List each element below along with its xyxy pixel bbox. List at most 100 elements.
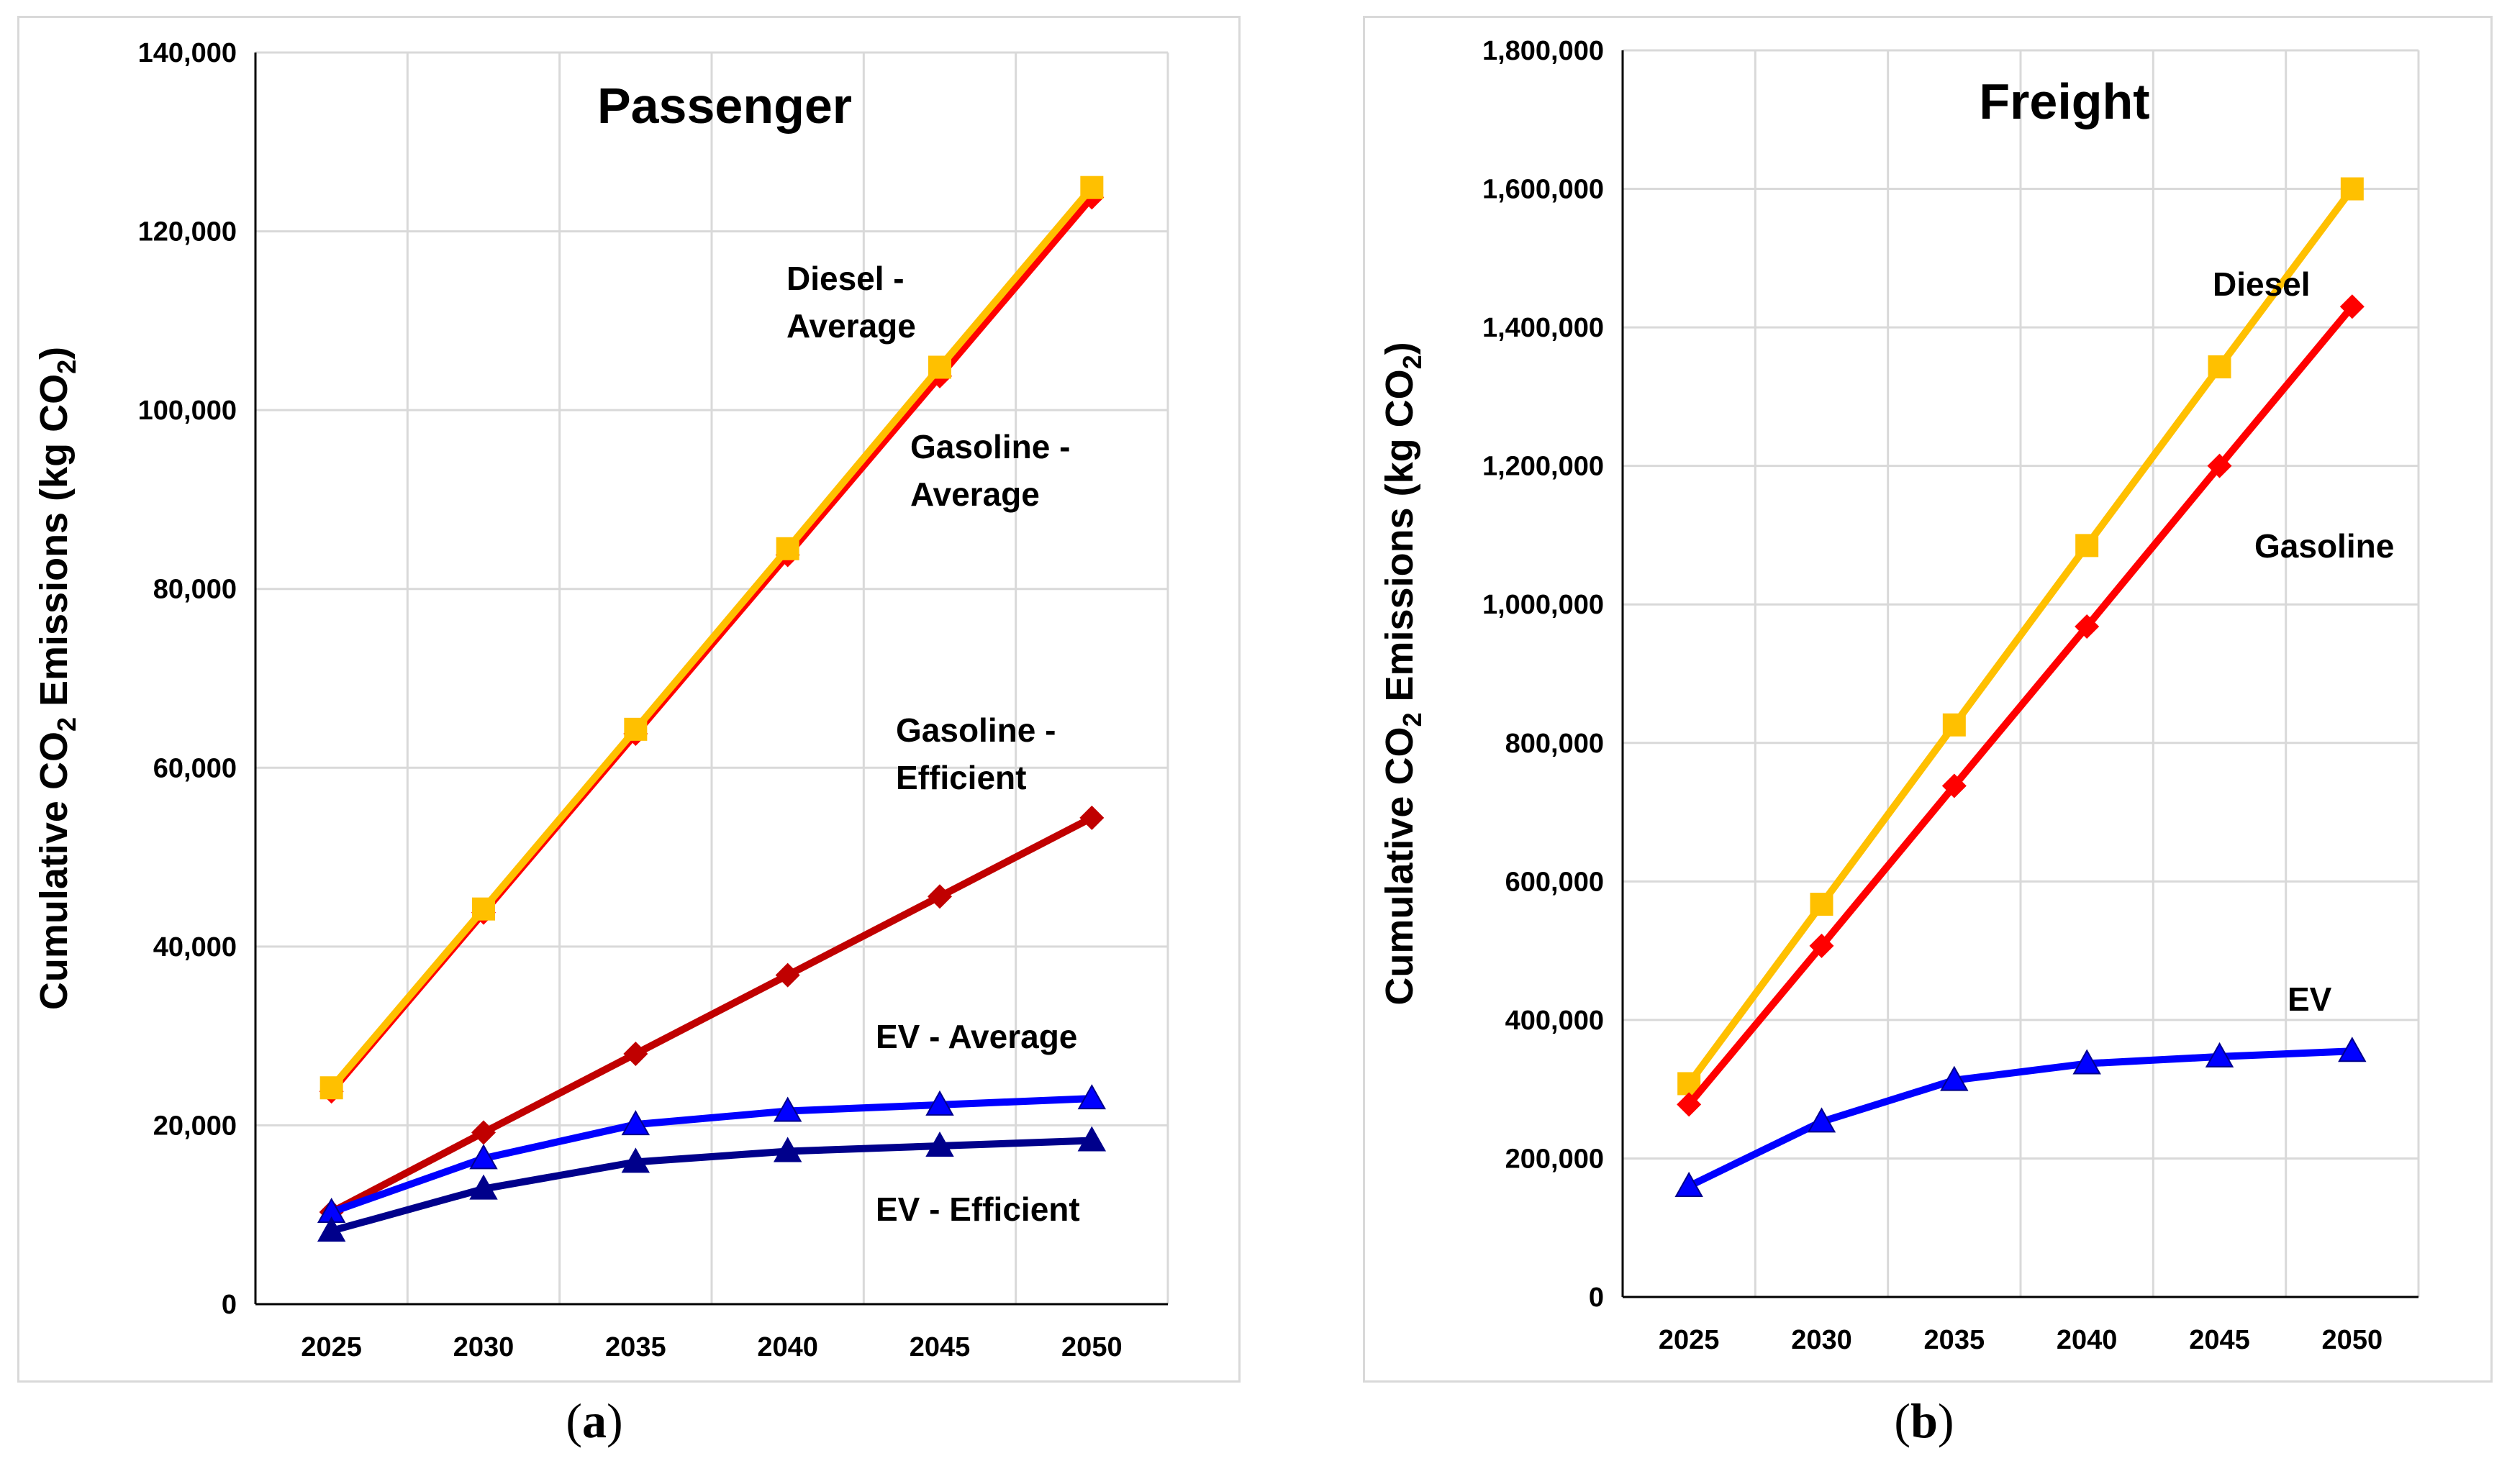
freight-y-tick-label: 400,000	[1505, 1006, 1604, 1036]
freight-chart-title: Freight	[1979, 73, 2149, 129]
freight-ev-point	[1674, 1171, 1703, 1197]
freight-ev-annotation: EV	[2288, 980, 2332, 1018]
passenger-y-tick-label: 140,000	[138, 38, 237, 68]
passenger-ev-average-point	[773, 1096, 802, 1122]
freight-x-tick-label: 2040	[2057, 1325, 2118, 1355]
passenger-y-tick-label: 20,000	[153, 1111, 237, 1141]
passenger-diesel-average-annotation: Average	[786, 307, 916, 345]
passenger-chart: 0 20,000 40,000 60,000 80,000 100,000 120,000 1…	[32, 38, 1169, 1362]
passenger-ev-efficient-point	[925, 1131, 954, 1157]
passenger-ev-efficient-point	[317, 1216, 346, 1242]
passenger-ev-efficient-point	[773, 1137, 802, 1162]
freight-y-tick-label: 1,200,000	[1482, 452, 1604, 482]
passenger-gasoline-efficient-point	[1079, 805, 1105, 830]
passenger-ev-average-annotation: EV - Average	[876, 1018, 1077, 1055]
passenger-ev-average-point	[469, 1144, 498, 1170]
passenger-diesel-average-point	[624, 717, 648, 741]
passenger-ev-average-point	[1077, 1084, 1107, 1110]
passenger-x-tick-label: 2040	[757, 1332, 818, 1362]
freight-y-tick-label: 200,000	[1505, 1144, 1604, 1174]
passenger-ev-efficient-point	[469, 1174, 498, 1200]
passenger-gasoline-efficient-point	[471, 1120, 496, 1145]
freight-gasoline-markers	[1677, 294, 2365, 1117]
freight-gasoline-point	[1677, 1092, 1702, 1117]
caption-a-letter: a	[582, 1393, 607, 1448]
freight-gasoline-point	[2075, 614, 2100, 639]
passenger-ev-average-point	[621, 1110, 650, 1136]
freight-y-axis-label: Cumulative CO2 Emissions (kg CO2)	[1378, 342, 1427, 1005]
passenger-ev-efficient-markers	[317, 1126, 1107, 1242]
passenger-x-tick-label: 2025	[301, 1332, 362, 1362]
freight-chart-panel: 0 200,000 400,000 600,000 800,000 1,000,000 1,…	[1363, 16, 2493, 1383]
freight-x-tick-label: 2030	[1791, 1325, 1852, 1355]
passenger-ev-efficient-point	[1077, 1126, 1107, 1152]
passenger-diesel-average-point	[776, 537, 799, 560]
passenger-chart-panel: 0 20,000 40,000 60,000 80,000 100,000 120,000 1…	[17, 16, 1241, 1383]
freight-diesel-annotation: Diesel	[2213, 265, 2311, 303]
passenger-gasoline-efficient-annotation: Gasoline -	[896, 711, 1056, 749]
freight-diesel-line	[1685, 185, 2356, 1088]
passenger-diesel-average-line	[327, 183, 1096, 1092]
passenger-gasoline-efficient-point	[623, 1042, 648, 1066]
freight-diesel-point	[1942, 713, 1966, 737]
passenger-diesel-average-point	[1080, 176, 1104, 199]
passenger-ev-average-point	[925, 1090, 954, 1116]
freight-y-tick-label: 1,600,000	[1482, 175, 1604, 205]
freight-diesel-markers	[1677, 177, 2364, 1096]
passenger-y-axis-label: Cumulative CO2 Emissions (kg CO2)	[32, 347, 81, 1010]
freight-ev-point	[2072, 1049, 2101, 1075]
freight-ev-markers	[1674, 1037, 2367, 1197]
passenger-y-tick-label: 40,000	[153, 932, 237, 962]
passenger-gasoline-average-annotation: Average	[910, 475, 1040, 513]
passenger-diesel-average-point	[319, 1076, 343, 1100]
freight-ev-point	[2205, 1042, 2234, 1068]
freight-y-tick-label: 1,400,000	[1482, 313, 1604, 343]
passenger-chart-title: Passenger	[597, 78, 852, 134]
passenger-gasoline-efficient-annotation: Efficient	[896, 759, 1026, 796]
freight-gasoline-point	[2339, 294, 2365, 319]
passenger-y-tick-label: 80,000	[153, 575, 237, 605]
freight-diesel-point	[2075, 534, 2099, 557]
freight-x-tick-label: 2025	[1659, 1325, 1720, 1355]
passenger-x-tick-label: 2030	[453, 1332, 514, 1362]
passenger-ev-average-markers	[317, 1084, 1107, 1223]
freight-x-tick-label: 2035	[1924, 1325, 1985, 1355]
caption-a: (a)	[566, 1393, 623, 1448]
passenger-ev-efficient-annotation: EV - Efficient	[876, 1191, 1080, 1228]
freight-y-tick-label: 1,000,000	[1482, 590, 1604, 620]
freight-x-tick-label: 2045	[2189, 1325, 2250, 1355]
passenger-x-tick-label: 2035	[605, 1332, 666, 1362]
passenger-y-tick-label: 0	[222, 1290, 237, 1320]
freight-ev-point	[1940, 1065, 1969, 1091]
freight-gasoline-point	[1809, 933, 1834, 958]
freight-gasoline-point	[1941, 773, 1967, 798]
freight-gasoline-annotation: Gasoline	[2254, 527, 2394, 565]
freight-ev-point	[2338, 1037, 2367, 1062]
passenger-ev-efficient-line	[327, 1137, 1096, 1235]
freight-gasoline-point	[2207, 453, 2232, 478]
freight-gasoline-line	[1685, 303, 2356, 1109]
passenger-diesel-average-annotation: Diesel -	[786, 260, 905, 297]
passenger-gasoline-average-annotation: Gasoline -	[910, 428, 1070, 465]
freight-x-tick-label: 2050	[2322, 1325, 2383, 1355]
passenger-y-tick-label: 100,000	[138, 396, 237, 426]
caption-b-letter: b	[1910, 1393, 1938, 1448]
freight-y-tick-label: 1,800,000	[1482, 36, 1604, 66]
passenger-y-tick-label: 60,000	[153, 753, 237, 783]
freight-chart: 0 200,000 400,000 600,000 800,000 1,000,000 1,…	[1378, 36, 2420, 1355]
passenger-x-tick-label: 2050	[1061, 1332, 1123, 1362]
passenger-x-tick-label: 2045	[910, 1332, 971, 1362]
freight-y-tick-label: 800,000	[1505, 729, 1604, 759]
passenger-ev-efficient-point	[621, 1147, 650, 1173]
passenger-diesel-average-markers	[319, 176, 1104, 1100]
passenger-diesel-average-point	[928, 355, 951, 379]
passenger-diesel-average-point	[472, 897, 495, 921]
caption-b: (b)	[1894, 1393, 1954, 1448]
freight-ev-line	[1685, 1047, 2356, 1190]
passenger-gasoline-efficient-point	[775, 962, 800, 988]
passenger-gasoline-efficient-line	[327, 814, 1096, 1216]
freight-diesel-point	[1810, 893, 1833, 916]
freight-diesel-point	[2208, 355, 2231, 378]
passenger-gasoline-efficient-point	[928, 884, 952, 909]
passenger-ev-average-line	[327, 1095, 1096, 1216]
